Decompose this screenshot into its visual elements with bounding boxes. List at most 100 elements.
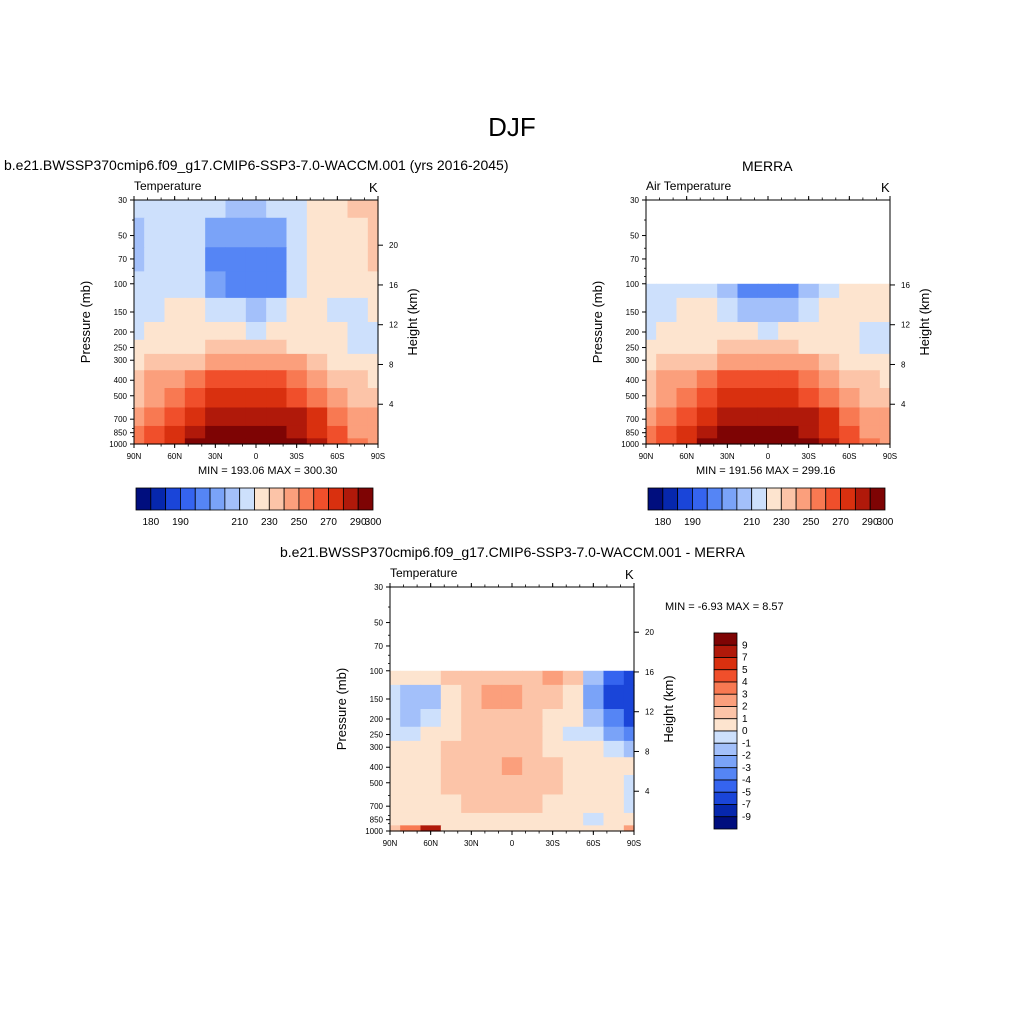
obs-cell <box>656 438 678 445</box>
model-cell <box>144 388 166 409</box>
obs-colorbar-box <box>692 487 708 511</box>
model-cell <box>205 247 227 272</box>
model-cell <box>347 407 369 427</box>
diff-cell <box>400 709 422 728</box>
obs-cell <box>646 425 657 439</box>
model-cell <box>286 370 308 389</box>
diff-colorbar-box <box>713 730 738 744</box>
diff-colorbar-label: -9 <box>742 812 751 823</box>
obs-cell <box>676 353 698 371</box>
diff-cell <box>623 726 635 742</box>
obs-colorbar-label: 250 <box>803 517 820 528</box>
model-colorbar-box <box>239 487 255 511</box>
model-cell <box>306 388 328 409</box>
model-cell <box>164 217 186 248</box>
obs-cell <box>737 297 759 323</box>
diff-cell <box>583 775 605 796</box>
model-colorbar-label: 250 <box>291 517 308 528</box>
diff-cell <box>603 684 625 710</box>
diff-cell <box>603 740 625 758</box>
obs-cell <box>656 322 678 341</box>
obs-cell <box>818 425 840 439</box>
model-xtick-label: 30N <box>208 452 223 461</box>
diff-ytick-label: 150 <box>370 695 384 704</box>
diff-cell <box>501 794 523 814</box>
obs-xtick-label: 0 <box>766 452 771 461</box>
model-cell <box>306 322 328 341</box>
diff-ytick-label: 100 <box>370 667 384 676</box>
obs-cell <box>879 438 891 445</box>
obs-colorbar-box <box>869 487 886 511</box>
model-cell <box>367 388 379 409</box>
model-cell <box>225 438 247 445</box>
obs-colorbar-box <box>647 487 664 511</box>
model-cell <box>164 322 186 341</box>
obs-cell <box>798 438 820 445</box>
model-cell <box>184 407 206 427</box>
obs-ytick-label: 300 <box>626 356 640 365</box>
diff-cell <box>481 825 503 832</box>
model-cell <box>205 353 227 371</box>
obs-cell <box>696 370 718 389</box>
obs-cell <box>757 353 779 371</box>
model-cell <box>245 353 267 371</box>
model-cell <box>184 297 206 323</box>
model-cell <box>184 247 206 272</box>
obs-colorbar-box <box>810 487 827 511</box>
obs-cell <box>717 425 739 439</box>
obs-cell <box>798 297 820 323</box>
diff-cell <box>583 812 605 826</box>
diff-colorbar-box <box>713 767 738 781</box>
obs-cell <box>859 370 881 389</box>
model-cell <box>134 271 145 299</box>
diff-cell <box>481 812 503 826</box>
diff-cell <box>623 775 635 796</box>
obs-xtick-label: 90S <box>883 452 897 461</box>
obs-cell <box>717 283 739 299</box>
obs-cell <box>818 297 840 323</box>
obs-cell <box>778 283 800 299</box>
model-cell <box>306 438 328 445</box>
obs-cell <box>757 297 779 323</box>
diff-cell <box>390 757 401 776</box>
diff-cell <box>583 825 605 832</box>
diff-units-label: K <box>625 567 634 582</box>
diff-colorbar-box <box>713 791 738 805</box>
diff-cell <box>501 825 523 832</box>
model-xtick-label: 60N <box>167 452 182 461</box>
obs-cell <box>859 353 881 371</box>
diff-colorbar-box <box>713 693 738 707</box>
diff-ytick-label: 70 <box>374 642 383 651</box>
model-cell <box>225 322 247 341</box>
diff-cell <box>390 794 401 814</box>
model-variable-label: Temperature <box>134 179 202 193</box>
obs-cell <box>646 388 657 409</box>
model-cell <box>245 271 267 299</box>
diff-ytick-label: 1000 <box>365 827 383 836</box>
model-cell <box>367 322 379 341</box>
diff-cell <box>562 794 584 814</box>
obs-colorbar <box>647 487 886 511</box>
figure-title: DJF <box>488 112 536 142</box>
model-cell <box>327 438 349 445</box>
obs-cell <box>778 297 800 323</box>
model-cell <box>134 438 145 445</box>
diff-xtick-label: 60S <box>586 839 600 848</box>
model-cell <box>347 370 369 389</box>
model-colorbar-box <box>313 487 329 511</box>
model-cell <box>184 200 206 219</box>
model-cell <box>134 388 145 409</box>
diff-colorbar-label: 4 <box>742 677 748 688</box>
model-cell <box>327 388 349 409</box>
model-cell <box>266 247 288 272</box>
model-cell <box>205 271 227 299</box>
diff-cell <box>420 726 442 742</box>
obs-height-tick-label: 8 <box>901 360 906 369</box>
obs-cell <box>696 339 718 355</box>
obs-ytick-label: 1000 <box>621 440 639 449</box>
obs-cell <box>879 425 891 439</box>
model-cell <box>245 425 267 439</box>
obs-cell <box>757 339 779 355</box>
obs-cell <box>676 425 698 439</box>
model-cell <box>367 353 379 371</box>
